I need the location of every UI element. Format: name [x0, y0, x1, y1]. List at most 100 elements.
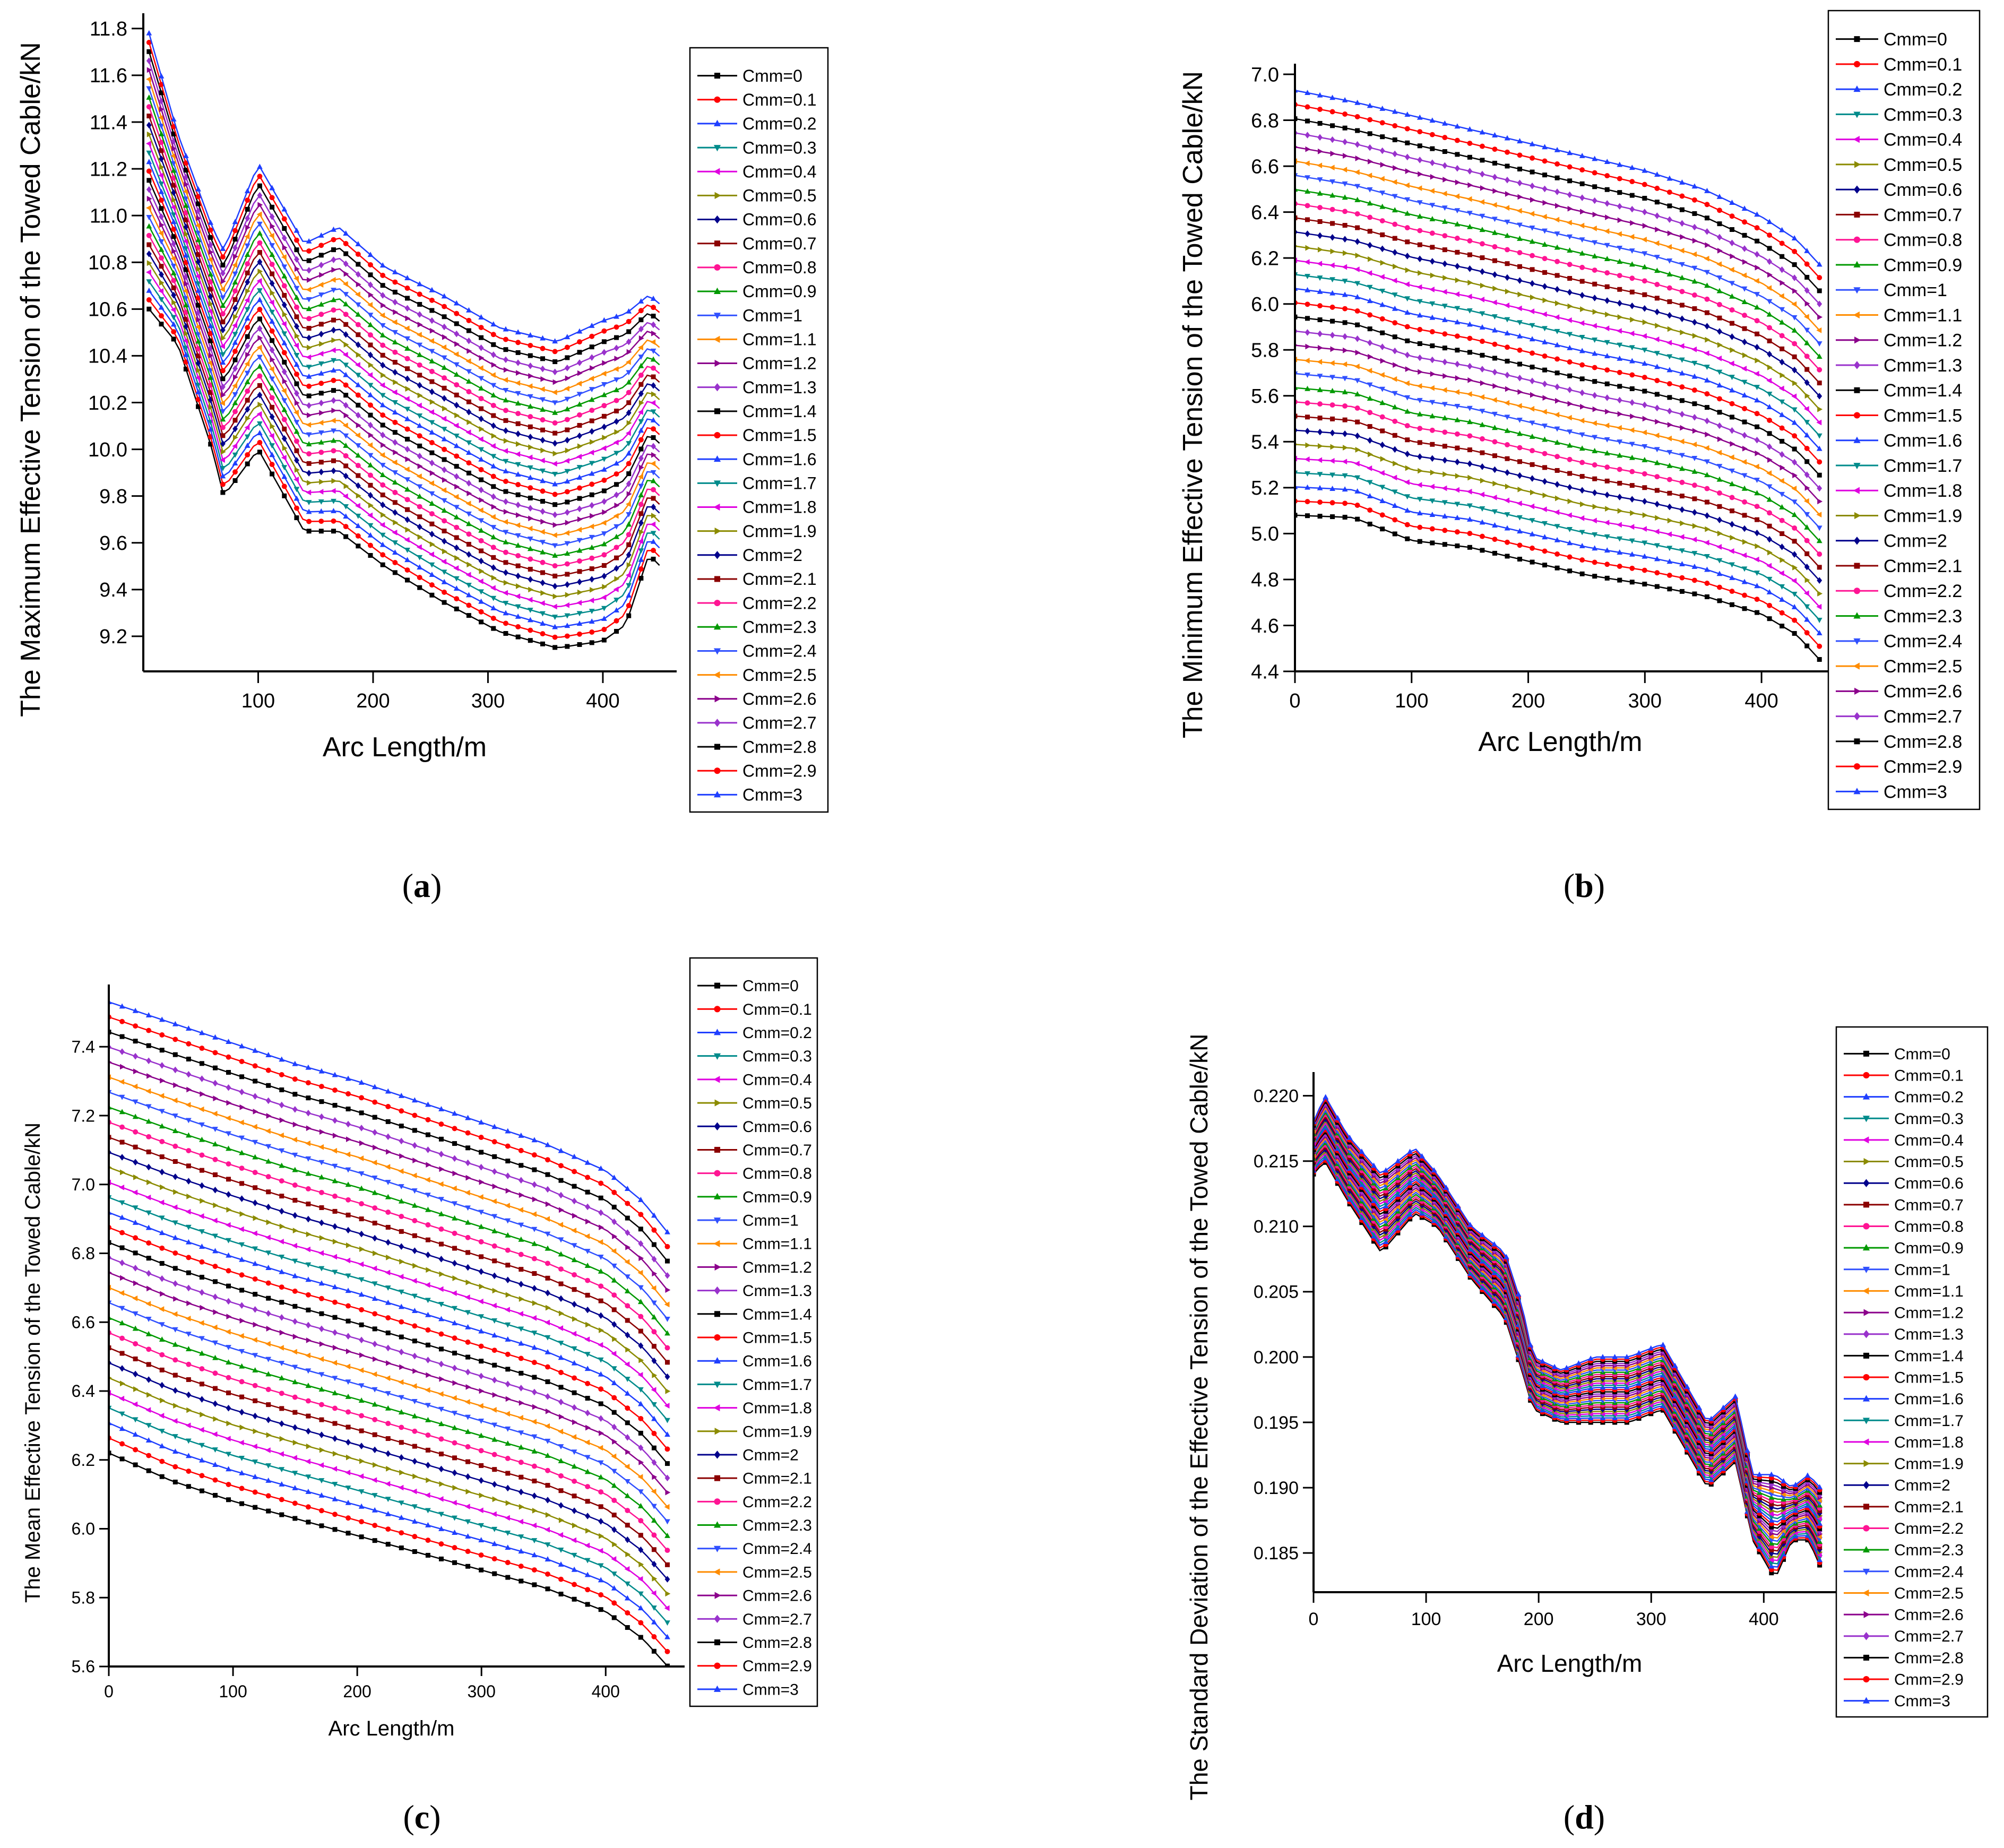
data-point — [330, 488, 336, 494]
data-point — [589, 333, 595, 339]
data-point — [453, 422, 459, 429]
data-point — [281, 283, 287, 289]
data-point — [490, 351, 496, 358]
data-point — [158, 73, 165, 79]
data-point — [159, 213, 164, 220]
data-point — [1517, 472, 1523, 479]
data-point — [429, 287, 435, 292]
data-point — [199, 1457, 205, 1463]
data-point — [232, 418, 238, 423]
data-point — [1642, 471, 1647, 477]
data-point — [601, 637, 607, 643]
data-point — [638, 1533, 643, 1538]
data-point — [1354, 169, 1360, 175]
data-point — [238, 1439, 244, 1446]
data-point — [380, 431, 386, 439]
data-point — [196, 266, 202, 272]
data-point — [518, 1548, 524, 1554]
data-point — [356, 473, 361, 478]
data-point — [625, 1434, 630, 1441]
data-point — [1517, 389, 1523, 395]
data-point — [1342, 333, 1348, 340]
data-point — [379, 472, 386, 478]
data-point — [552, 634, 558, 640]
x-tick-label: 300 — [1628, 690, 1662, 712]
data-point — [279, 1512, 284, 1517]
data-point — [1704, 472, 1710, 478]
data-point — [208, 287, 213, 292]
data-point — [1529, 308, 1535, 314]
data-point — [120, 1275, 125, 1281]
data-point — [1379, 470, 1385, 476]
data-point — [332, 1299, 338, 1305]
data-point — [1779, 517, 1785, 523]
data-point — [650, 409, 657, 415]
data-point — [200, 1305, 205, 1311]
data-point — [1791, 499, 1798, 505]
data-point — [170, 219, 177, 224]
data-point — [226, 1191, 231, 1198]
data-point — [239, 1379, 245, 1385]
data-point — [207, 308, 213, 314]
data-point — [1479, 170, 1485, 178]
data-point — [343, 472, 349, 480]
data-point — [515, 533, 521, 539]
data-point — [184, 331, 189, 336]
data-point — [225, 1115, 231, 1121]
data-point — [417, 514, 422, 520]
data-point — [331, 437, 336, 443]
data-point — [545, 1423, 550, 1429]
data-point — [172, 1066, 178, 1074]
data-point — [220, 295, 226, 301]
data-point — [651, 1445, 657, 1450]
data-point — [252, 1444, 257, 1449]
series-line-Cmm=1.5 — [148, 171, 660, 495]
data-point — [638, 1620, 644, 1626]
data-point — [626, 450, 632, 456]
data-point — [1791, 315, 1798, 321]
data-point — [442, 518, 447, 524]
series-line-Cmm=1 — [1295, 373, 1820, 529]
data-point — [1654, 392, 1660, 397]
data-point — [638, 400, 644, 406]
data-point — [1505, 539, 1510, 545]
data-point — [1791, 407, 1798, 413]
data-point — [212, 1462, 218, 1467]
data-point — [452, 1201, 457, 1207]
data-point — [1404, 281, 1410, 288]
data-point — [1729, 375, 1735, 381]
data-point — [1629, 302, 1635, 309]
data-point — [1305, 217, 1310, 222]
data-point — [281, 407, 288, 412]
data-point — [380, 482, 386, 488]
data-point — [1604, 520, 1610, 526]
data-point — [186, 1163, 191, 1169]
data-point — [1430, 343, 1435, 349]
data-point — [1505, 386, 1510, 392]
data-point — [292, 1485, 298, 1490]
data-point — [490, 454, 497, 460]
data-point — [503, 397, 509, 403]
data-point — [399, 1470, 405, 1475]
data-point — [244, 252, 250, 257]
data-point — [466, 389, 472, 394]
data-point — [504, 1307, 510, 1313]
data-point — [518, 1132, 524, 1138]
data-point — [372, 1296, 378, 1301]
data-point — [491, 1556, 497, 1562]
data-point — [531, 1137, 538, 1143]
data-point — [292, 1258, 298, 1264]
data-point — [545, 1172, 550, 1177]
data-point — [1779, 227, 1785, 232]
data-point — [1642, 360, 1648, 366]
y-tick-label: 5.6 — [72, 1657, 95, 1676]
data-point — [503, 408, 508, 413]
data-point — [372, 1234, 378, 1242]
data-point — [1393, 460, 1398, 467]
data-point — [393, 379, 399, 385]
data-point — [1754, 529, 1760, 537]
series-line-Cmm=1.1 — [148, 208, 660, 536]
data-point — [159, 1016, 165, 1022]
data-point — [1542, 395, 1548, 401]
data-point — [208, 390, 213, 395]
